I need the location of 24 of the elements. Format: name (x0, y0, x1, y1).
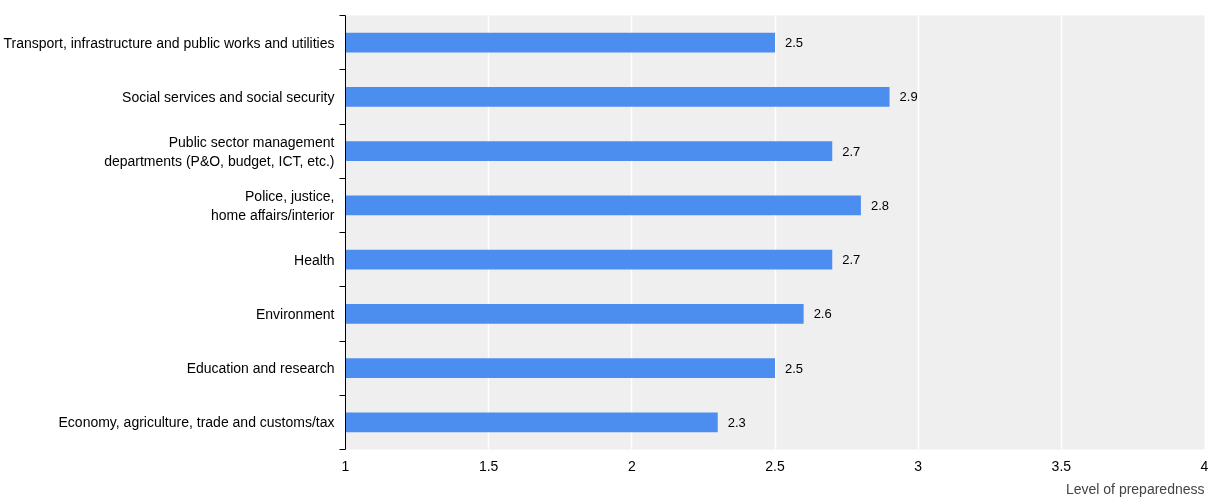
x-tick-label: 1.5 (478, 457, 499, 474)
x-axis-title: Level of preparedness (1065, 480, 1205, 497)
y-tick-label: Transport, infrastructure and public works and utilities (3, 34, 335, 51)
y-tick-label: Public sector management departments (P&O, budget, ICT, etc.) (104, 133, 335, 169)
data-label: 2.5 (785, 360, 804, 376)
x-tick-label: 2 (627, 457, 636, 474)
data-label: 2.6 (813, 306, 832, 322)
x-tick-label: 2.5 (765, 457, 785, 474)
data-label: 2.7 (842, 252, 861, 268)
x-tick-label: 3.5 (1051, 457, 1072, 474)
y-tick-label: Health (294, 251, 335, 268)
y-tick-label: Environment (255, 305, 335, 322)
data-label: 2.8 (870, 197, 889, 213)
y-tick-label: Economy, agriculture, trade and customs/tax (58, 414, 335, 431)
x-tick-label: 4 (1200, 457, 1209, 474)
y-tick-label: Social services and social security (122, 88, 335, 105)
y-tick-label: Education and research (186, 360, 335, 377)
y-tick-label: Police, justice, home affairs/interior (211, 187, 335, 223)
x-tick-label: 1 (341, 457, 350, 474)
data-label: 2.3 (727, 414, 746, 430)
data-label: 2.7 (842, 143, 861, 159)
data-label: 2.5 (785, 35, 804, 51)
x-tick-label: 3 (914, 457, 923, 474)
data-label: 2.9 (899, 89, 918, 105)
